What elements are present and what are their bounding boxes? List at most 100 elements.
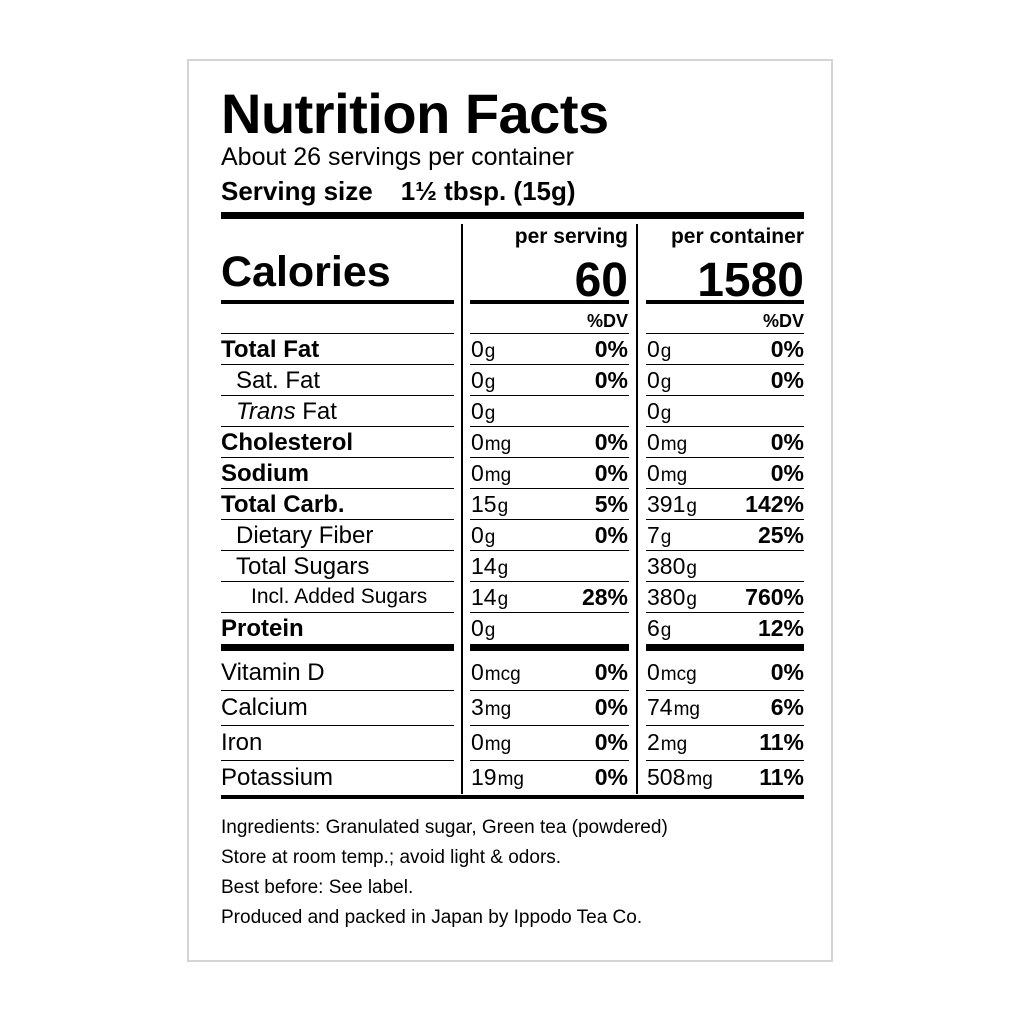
vitamin-serving-dv: 0% [594,694,628,720]
row-rule-top-1 [470,333,629,334]
container-amount: 7g [647,524,671,548]
row-rule-2 [646,612,804,613]
calories-per-serving: 60 [574,254,628,307]
vitamin-serving-amount-unit: mg [497,769,524,790]
nutrient-label: Dietary Fiber [236,522,374,549]
serving-size-value: 1½ tbsp. (15g) [400,176,576,206]
container-amount-unit: g [686,496,697,517]
vitamin-container-amount-value: 2 [647,729,660,755]
row-rule-0 [221,395,454,396]
row-rule-1 [470,581,629,582]
vitamin-serving-amount-unit: mg [484,699,512,720]
serving-amount: 0g [471,398,495,424]
nutrient-label: Trans Fat [236,400,337,424]
vitamin-serving-dv: 0% [594,729,628,755]
calories-per-container: 1580 [697,254,804,307]
label-title: Nutrition Facts [221,82,609,145]
container-dv: 0% [770,336,804,362]
serving-amount-value: 0 [471,398,484,424]
calories-rule-left [221,300,454,304]
container-amount-value: 0 [647,367,660,393]
vitamin-serving-amount: 19mg [471,766,524,790]
row-rule-2 [646,457,804,458]
nutrient-label: Total Carb. [221,491,345,518]
vitamin-serving-dv: 0% [594,659,628,685]
container-dv: 0% [770,367,804,393]
vitamin-rule-1 [470,690,629,691]
vitamin-label: Iron [221,729,263,756]
vitamin-thick-rule-0 [221,644,454,651]
vitamin-rule-2 [646,725,804,726]
serving-amount-unit: g [484,620,496,641]
serving-dv: 28% [581,584,628,610]
row-rule-2 [646,519,804,520]
vitamin-serving-amount: 0mcg [471,661,521,685]
vitamin-rule-2 [646,760,804,761]
vitamin-container-amount: 0mcg [647,659,697,685]
vitamin-rule-0 [221,760,454,761]
serving-amount: 14g [471,586,508,610]
container-dv: 142% [745,491,804,517]
vitamin-serving-amount-value: 0 [471,729,484,755]
container-amount: 0mg [647,460,687,486]
vitamin-serving-amount-unit: mcg [484,664,521,685]
vitamin-rule-0 [221,725,454,726]
container-amount-value: 0 [647,398,660,424]
row-rule-0 [221,488,454,489]
row-rule-2 [646,364,804,365]
per-serving-header: per serving [514,225,628,248]
nutrient-label: Cholesterol [221,429,354,456]
container-amount-value: 0 [647,460,660,486]
dv-header-container: %DV [762,311,804,331]
calories-rule-right [646,300,804,304]
nutrient-label: Sodium [221,460,309,487]
serving-amount-value: 15 [471,491,497,517]
container-amount: 0g [647,338,672,362]
serving-amount-value: 14 [471,553,497,579]
vitamin-rule-2 [646,690,804,691]
vitamin-rule-1 [470,725,629,726]
container-amount-unit: g [660,341,672,362]
serving-amount-unit: g [484,372,496,393]
vitamin-container-dv: 6% [770,694,804,720]
container-amount: 6g [647,617,672,641]
vitamin-container-dv: 11% [759,764,804,790]
column-divider-right [636,224,638,794]
vitamin-container-amount: 2mg [647,729,687,755]
container-amount-unit: g [660,620,672,641]
container-amount-value: 380 [647,553,686,579]
vitamin-container-amount-value: 0 [647,659,660,685]
serving-amount-value: 0 [471,522,484,548]
row-rule-1 [470,457,629,458]
row-rule-1 [470,426,629,427]
container-amount: 380g [647,586,697,610]
vitamin-serving-amount-unit: mg [484,734,512,755]
container-amount-unit: g [660,372,672,393]
serving-dv: 0% [594,522,628,548]
footer-line: Store at room temp.; avoid light & odors… [221,847,562,868]
vitamin-container-dv: 0% [770,659,804,685]
calories-rule-mid [470,300,629,304]
vitamin-thick-rule-2 [646,644,804,651]
serving-amount: 0g [471,617,496,641]
servings-per-container: About 26 servings per container [221,143,574,171]
row-rule-0 [221,364,454,365]
row-rule-0 [221,457,454,458]
vitamin-container-amount-value: 74 [647,694,673,720]
calories-label: Calories [221,248,391,296]
container-dv: 0% [770,429,804,455]
container-amount-unit: mg [660,434,688,455]
vitamin-rule-0 [221,690,454,691]
row-rule-1 [470,488,629,489]
vitamin-rule-1 [470,760,629,761]
row-rule-2 [646,426,804,427]
vitamin-serving-amount-value: 3 [471,694,484,720]
vitamin-thick-rule-1 [470,644,629,651]
dv-header-serving: %DV [586,311,628,331]
serving-amount-unit: g [497,496,509,517]
row-rule-1 [470,519,629,520]
serving-amount: 0g [471,369,496,393]
container-dv: 0% [770,460,804,486]
container-amount: 0g [647,367,672,393]
container-amount-unit: g [686,589,697,610]
